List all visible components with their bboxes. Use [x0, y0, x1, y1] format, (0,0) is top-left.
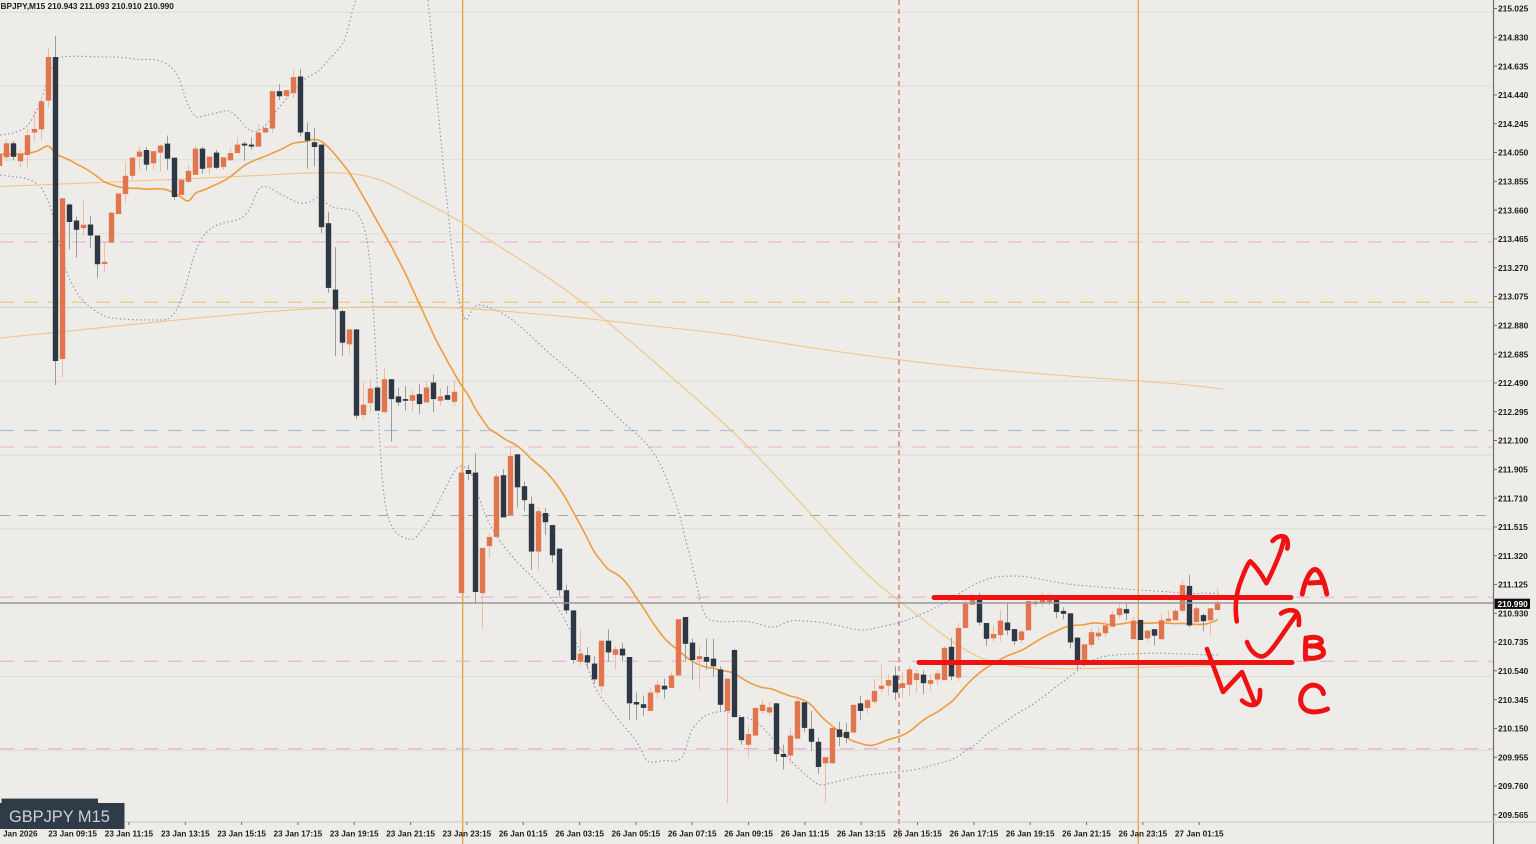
svg-text:23 Jan 19:15: 23 Jan 19:15: [330, 830, 379, 839]
svg-text:210.345: 210.345: [1498, 695, 1529, 705]
svg-text:212.880: 212.880: [1498, 321, 1529, 331]
svg-text:213.465: 213.465: [1498, 234, 1529, 244]
svg-text:23 Jan 17:15: 23 Jan 17:15: [274, 830, 323, 839]
svg-text:GBPJPY,M15 210.943 211.093 21: GBPJPY,M15 210.943 211.093 210.910 210.9…: [0, 1, 174, 11]
svg-text:212.685: 212.685: [1498, 349, 1529, 359]
svg-text:213.270: 213.270: [1498, 263, 1529, 273]
svg-text:23 Jan 09:15: 23 Jan 09:15: [48, 830, 97, 839]
svg-text:Jan 2026: Jan 2026: [3, 830, 38, 839]
svg-text:23 Jan 21:15: 23 Jan 21:15: [386, 830, 435, 839]
svg-text:27 Jan 01:15: 27 Jan 01:15: [1175, 830, 1224, 839]
svg-text:209.565: 209.565: [1498, 810, 1529, 820]
svg-text:26 Jan 01:15: 26 Jan 01:15: [499, 830, 548, 839]
svg-text:212.295: 212.295: [1498, 407, 1529, 417]
svg-text:26 Jan 23:15: 26 Jan 23:15: [1119, 830, 1168, 839]
svg-text:23 Jan 13:15: 23 Jan 13:15: [161, 830, 210, 839]
svg-text:211.710: 211.710: [1498, 493, 1528, 503]
svg-text:210.930: 210.930: [1498, 608, 1529, 618]
svg-text:215.025: 215.025: [1498, 4, 1529, 14]
svg-text:26 Jan 07:15: 26 Jan 07:15: [668, 830, 717, 839]
svg-text:211.320: 211.320: [1498, 551, 1528, 561]
svg-text:26 Jan 03:15: 26 Jan 03:15: [555, 830, 604, 839]
svg-text:212.100: 212.100: [1498, 436, 1529, 446]
svg-text:209.955: 209.955: [1498, 752, 1529, 762]
svg-text:209.760: 209.760: [1498, 781, 1529, 791]
svg-text:210.735: 210.735: [1498, 637, 1529, 647]
svg-text:26 Jan 21:15: 26 Jan 21:15: [1062, 830, 1111, 839]
svg-text:26 Jan 19:15: 26 Jan 19:15: [1006, 830, 1055, 839]
svg-text:214.440: 214.440: [1498, 90, 1529, 100]
svg-text:212.490: 212.490: [1498, 378, 1529, 388]
svg-text:210.540: 210.540: [1498, 666, 1529, 676]
svg-text:213.855: 213.855: [1498, 177, 1529, 187]
svg-text:213.660: 213.660: [1498, 205, 1529, 215]
svg-text:26 Jan 05:15: 26 Jan 05:15: [612, 830, 661, 839]
svg-text:214.050: 214.050: [1498, 148, 1529, 158]
svg-text:GBPJPY M15: GBPJPY M15: [9, 808, 110, 826]
svg-text:214.635: 214.635: [1498, 61, 1529, 71]
svg-text:214.245: 214.245: [1498, 119, 1529, 129]
svg-text:23 Jan 11:15: 23 Jan 11:15: [105, 830, 154, 839]
svg-text:26 Jan 13:15: 26 Jan 13:15: [837, 830, 886, 839]
svg-text:26 Jan 11:15: 26 Jan 11:15: [781, 830, 830, 839]
svg-text:210.150: 210.150: [1498, 724, 1529, 734]
svg-text:26 Jan 15:15: 26 Jan 15:15: [893, 830, 942, 839]
svg-text:23 Jan 15:15: 23 Jan 15:15: [217, 830, 266, 839]
svg-text:26 Jan 09:15: 26 Jan 09:15: [724, 830, 773, 839]
svg-text:211.125: 211.125: [1498, 580, 1528, 590]
svg-text:210.990: 210.990: [1498, 599, 1529, 609]
svg-text:23 Jan 23:15: 23 Jan 23:15: [443, 830, 492, 839]
svg-text:211.905: 211.905: [1498, 465, 1528, 475]
svg-text:211.515: 211.515: [1498, 522, 1528, 532]
svg-text:214.830: 214.830: [1498, 33, 1529, 43]
svg-text:213.075: 213.075: [1498, 292, 1529, 302]
svg-text:26 Jan 17:15: 26 Jan 17:15: [950, 830, 999, 839]
